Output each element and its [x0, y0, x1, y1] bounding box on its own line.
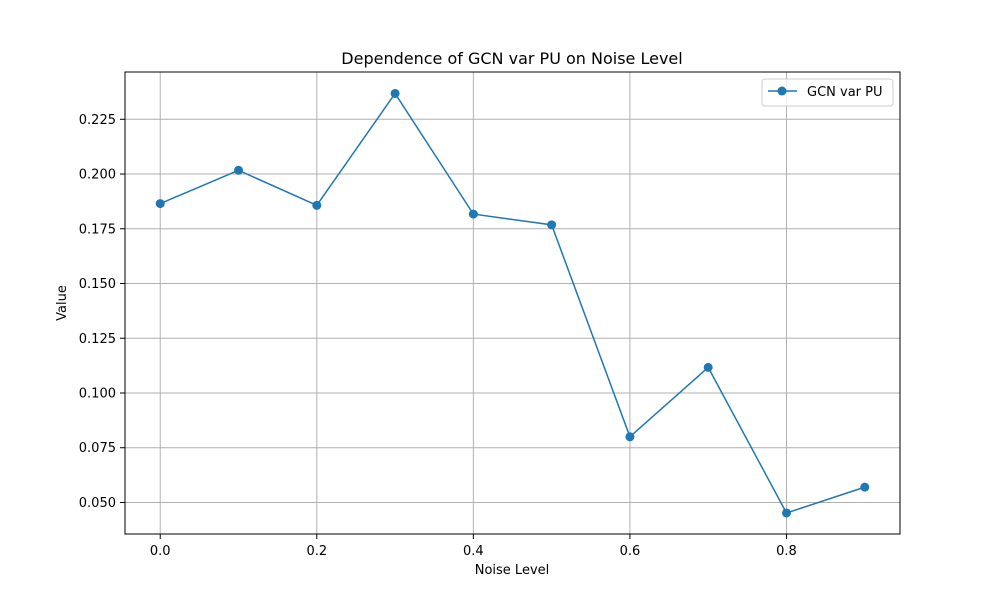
y-tick-label: 0.100	[79, 386, 116, 401]
y-tick-label: 0.225	[79, 113, 116, 128]
x-tick-label: 0.0	[150, 544, 171, 559]
x-tick-label: 0.4	[463, 544, 484, 559]
data-point	[390, 88, 400, 98]
legend: GCN var PU	[761, 78, 894, 107]
chart-title: Dependence of GCN var PU on Noise Level	[341, 49, 682, 68]
y-tick-label: 0.075	[79, 441, 116, 456]
grid	[125, 72, 900, 534]
legend-box	[761, 78, 894, 107]
legend-label: GCN var PU	[807, 85, 883, 100]
y-axis-label: Value	[55, 285, 70, 321]
legend-marker-swatch	[777, 86, 787, 96]
series-layer	[155, 88, 870, 518]
y-tick-label: 0.150	[79, 277, 116, 292]
data-point	[234, 165, 244, 175]
x-tick-label: 0.2	[306, 544, 327, 559]
x-axis-ticks: 0.0 0.2 0.4 0.6 0.8	[150, 534, 797, 559]
data-point	[625, 432, 635, 442]
series-line	[159, 92, 866, 514]
x-axis-label: Noise Level	[475, 563, 550, 578]
data-point	[312, 200, 322, 210]
data-point	[155, 199, 165, 209]
y-tick-label: 0.050	[79, 496, 116, 511]
data-point	[703, 362, 713, 372]
x-tick-label: 0.8	[776, 544, 797, 559]
y-tick-label: 0.175	[79, 222, 116, 237]
y-tick-label: 0.125	[79, 332, 116, 347]
x-tick-label: 0.6	[620, 544, 641, 559]
data-point	[781, 508, 791, 518]
data-point	[547, 220, 557, 230]
y-tick-label: 0.200	[79, 168, 116, 183]
y-axis-ticks: 0.050 0.075 0.100 0.125 0.150 0.175 0.200 0.225	[79, 113, 125, 511]
data-point	[860, 482, 870, 492]
data-point	[468, 209, 478, 219]
plot-area-frame	[124, 71, 901, 535]
